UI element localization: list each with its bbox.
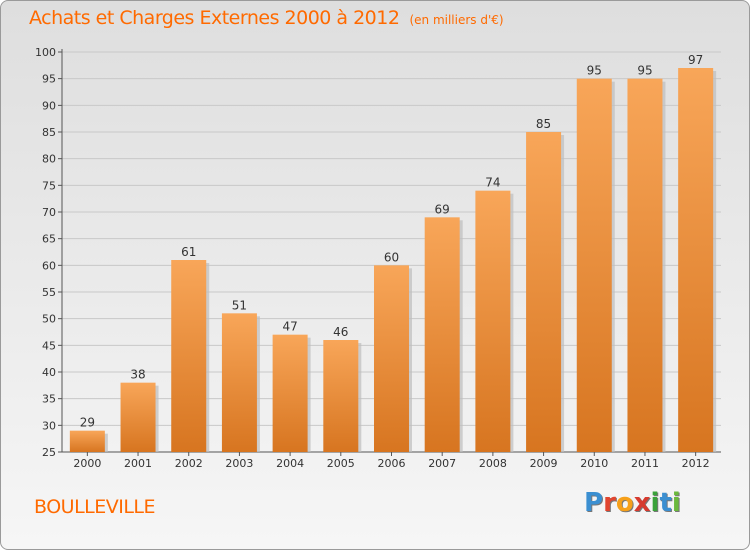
bar[interactable] bbox=[272, 334, 308, 452]
bar[interactable] bbox=[526, 132, 562, 452]
logo-letter: o bbox=[615, 488, 634, 518]
bar[interactable] bbox=[374, 265, 409, 452]
data-label: 95 bbox=[587, 64, 602, 78]
chart-title: Achats et Charges Externes 2000 à 2012 bbox=[29, 7, 400, 29]
logo-letter: P bbox=[584, 488, 604, 518]
y-tick-label: 55 bbox=[42, 286, 56, 299]
labels: 25 30 35 40 45 50 55 60 65 70 75 80 85 90 95 100 2000 29 2… bbox=[35, 46, 710, 470]
y-tick-label: 30 bbox=[42, 419, 56, 432]
bar[interactable] bbox=[475, 190, 511, 452]
y-tick-label: 65 bbox=[42, 233, 56, 246]
x-tick-label: 2002 bbox=[175, 457, 203, 470]
y-tick-label: 60 bbox=[42, 259, 56, 272]
proxiti-logo[interactable]: Proxiti bbox=[584, 488, 681, 518]
data-label: 61 bbox=[181, 245, 196, 259]
x-tick-label: 2009 bbox=[530, 457, 558, 470]
y-tick-label: 85 bbox=[42, 126, 56, 139]
x-tick-label: 2011 bbox=[631, 457, 659, 470]
data-label: 69 bbox=[435, 202, 450, 216]
bar[interactable] bbox=[120, 382, 156, 452]
bar[interactable] bbox=[221, 313, 257, 452]
x-tick-label: 2010 bbox=[580, 457, 608, 470]
data-label: 38 bbox=[130, 368, 145, 382]
y-tick-label: 35 bbox=[42, 393, 56, 406]
x-tick-label: 2003 bbox=[225, 457, 253, 470]
data-label: 85 bbox=[536, 117, 551, 131]
data-label: 46 bbox=[333, 325, 348, 339]
logo-letter: x bbox=[633, 488, 651, 518]
data-label: 74 bbox=[485, 176, 500, 190]
x-tick-label: 2008 bbox=[479, 457, 507, 470]
data-label: 47 bbox=[282, 320, 297, 334]
y-tick-label: 100 bbox=[35, 46, 56, 59]
bar[interactable] bbox=[678, 68, 714, 452]
bar[interactable] bbox=[171, 260, 207, 452]
y-tick-label: 25 bbox=[42, 446, 56, 459]
x-tick-label: 2004 bbox=[276, 457, 304, 470]
y-tick-label: 40 bbox=[42, 366, 56, 379]
x-tick-label: 2006 bbox=[378, 457, 406, 470]
y-tick-label: 95 bbox=[42, 73, 56, 86]
logo-letter: i bbox=[650, 488, 660, 518]
logo-letter: r bbox=[603, 488, 616, 518]
x-tick-label: 2001 bbox=[124, 457, 152, 470]
x-tick-label: 2007 bbox=[428, 457, 456, 470]
bar[interactable] bbox=[69, 430, 105, 452]
commune-name: BOULLEVILLE bbox=[34, 496, 156, 518]
data-label: 97 bbox=[688, 53, 703, 67]
bars bbox=[69, 68, 717, 453]
x-tick-label: 2005 bbox=[327, 457, 355, 470]
logo-letter: i bbox=[671, 488, 681, 518]
y-tick-label: 75 bbox=[42, 179, 56, 192]
x-tick-label: 2000 bbox=[73, 457, 101, 470]
bar[interactable] bbox=[323, 340, 359, 452]
y-tick-label: 50 bbox=[42, 313, 56, 326]
y-tick-label: 45 bbox=[42, 339, 56, 352]
x-tick-label: 2012 bbox=[682, 457, 710, 470]
y-tick-label: 80 bbox=[42, 153, 56, 166]
logo-letter: t bbox=[659, 488, 672, 518]
bar[interactable] bbox=[576, 78, 612, 453]
data-label: 29 bbox=[80, 416, 95, 430]
y-tick-label: 90 bbox=[42, 99, 56, 112]
chart-unit-note: (en milliers d'€) bbox=[409, 13, 504, 27]
y-tick-label: 70 bbox=[42, 206, 56, 219]
bar[interactable] bbox=[627, 78, 663, 453]
data-label: 51 bbox=[232, 298, 247, 312]
bar[interactable] bbox=[424, 217, 460, 452]
data-label: 95 bbox=[637, 64, 652, 78]
data-label: 60 bbox=[384, 250, 399, 264]
chart-title-block: Achats et Charges Externes 2000 à 2012 (e… bbox=[29, 7, 504, 29]
